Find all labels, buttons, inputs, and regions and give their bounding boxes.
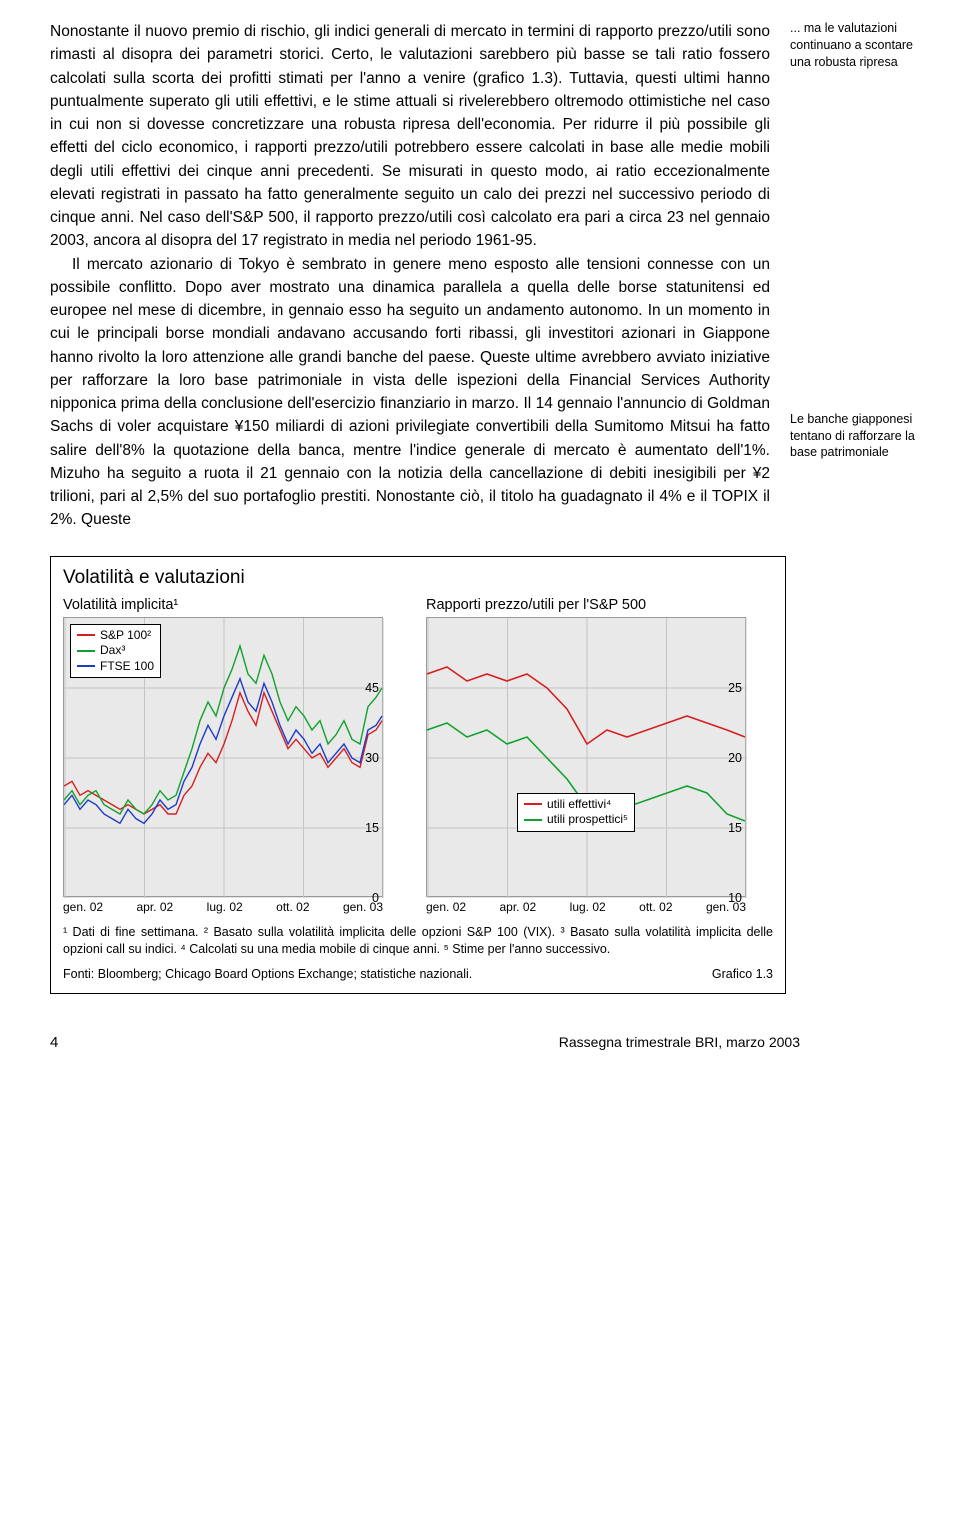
series-effettivi — [427, 667, 745, 744]
legend-item: Dax³ — [77, 643, 154, 659]
legend-item: FTSE 100 — [77, 659, 154, 675]
ytick-label: 15 — [365, 821, 379, 835]
chart-label: Grafico 1.3 — [712, 967, 773, 981]
chart-panel: Volatilità e valutazioni Volatilità impl… — [50, 556, 786, 994]
subchart-right: Rapporti prezzo/utili per l'S&P 500 10 15… — [426, 597, 773, 914]
page-number: 4 — [50, 1034, 58, 1051]
ytick-label: 20 — [728, 751, 742, 765]
legend-label: FTSE 100 — [100, 659, 154, 675]
xtick-label: ott. 02 — [639, 900, 672, 914]
xtick-label: apr. 02 — [500, 900, 537, 914]
xtick-label: lug. 02 — [570, 900, 606, 914]
legend-item: utili effettivi⁴ — [524, 797, 628, 813]
subchart-right-title: Rapporti prezzo/utili per l'S&P 500 — [426, 597, 773, 613]
margin-note-2: Le banche giapponesi tentano di rafforza… — [790, 411, 920, 462]
legend-label: Dax³ — [100, 643, 125, 659]
plot-left: 0153045S&P 100²Dax³FTSE 100 — [63, 617, 383, 897]
legend-item: S&P 100² — [77, 628, 154, 644]
margin-column: ... ma le valutazioni continuano a scont… — [790, 20, 920, 532]
legend-label: utili effettivi⁴ — [547, 797, 611, 813]
xtick-label: gen. 02 — [63, 900, 103, 914]
legend: S&P 100²Dax³FTSE 100 — [70, 624, 161, 679]
chart-footnotes: ¹ Dati di fine settimana. ² Basato sulla… — [63, 924, 773, 959]
paragraph-2: Il mercato azionario di Tokyo è sembrato… — [50, 253, 770, 532]
ytick-label: 30 — [365, 751, 379, 765]
legend: utili effettivi⁴utili prospettici⁵ — [517, 793, 635, 832]
plot-right: 10152025utili effettivi⁴utili prospettic… — [426, 617, 746, 897]
ytick-label: 10 — [728, 891, 742, 905]
ytick-label: 0 — [372, 891, 379, 905]
body-text: Nonostante il nuovo premio di rischio, g… — [50, 20, 770, 532]
chart-title: Volatilità e valutazioni — [63, 567, 773, 589]
chart-sources: Fonti: Bloomberg; Chicago Board Options … — [63, 967, 472, 981]
subchart-left-title: Volatilità implicita¹ — [63, 597, 410, 613]
legend-swatch — [77, 650, 95, 652]
paragraph-1: Nonostante il nuovo premio di rischio, g… — [50, 20, 770, 253]
publication-name: Rassegna trimestrale BRI, marzo 2003 — [559, 1034, 800, 1051]
legend-item: utili prospettici⁵ — [524, 812, 628, 828]
legend-swatch — [524, 803, 542, 805]
series-sp100 — [64, 692, 382, 813]
legend-label: S&P 100² — [100, 628, 151, 644]
xtick-label: apr. 02 — [137, 900, 174, 914]
margin-note-1: ... ma le valutazioni continuano a scont… — [790, 20, 920, 71]
legend-swatch — [77, 634, 95, 636]
xtick-label: gen. 02 — [426, 900, 466, 914]
legend-swatch — [524, 819, 542, 821]
ytick-label: 45 — [365, 681, 379, 695]
subchart-left: Volatilità implicita¹ 0 15 30 45 S&P 100²Dax… — [63, 597, 410, 914]
xtick-label: ott. 02 — [276, 900, 309, 914]
xtick-label: lug. 02 — [207, 900, 243, 914]
xaxis-right: gen. 02apr. 02lug. 02ott. 02gen. 03 — [426, 900, 746, 914]
legend-swatch — [77, 665, 95, 667]
xaxis-left: gen. 02apr. 02lug. 02ott. 02gen. 03 — [63, 900, 383, 914]
ytick-label: 15 — [728, 821, 742, 835]
series-ftse — [64, 678, 382, 823]
legend-label: utili prospettici⁵ — [547, 812, 628, 828]
ytick-label: 25 — [728, 681, 742, 695]
